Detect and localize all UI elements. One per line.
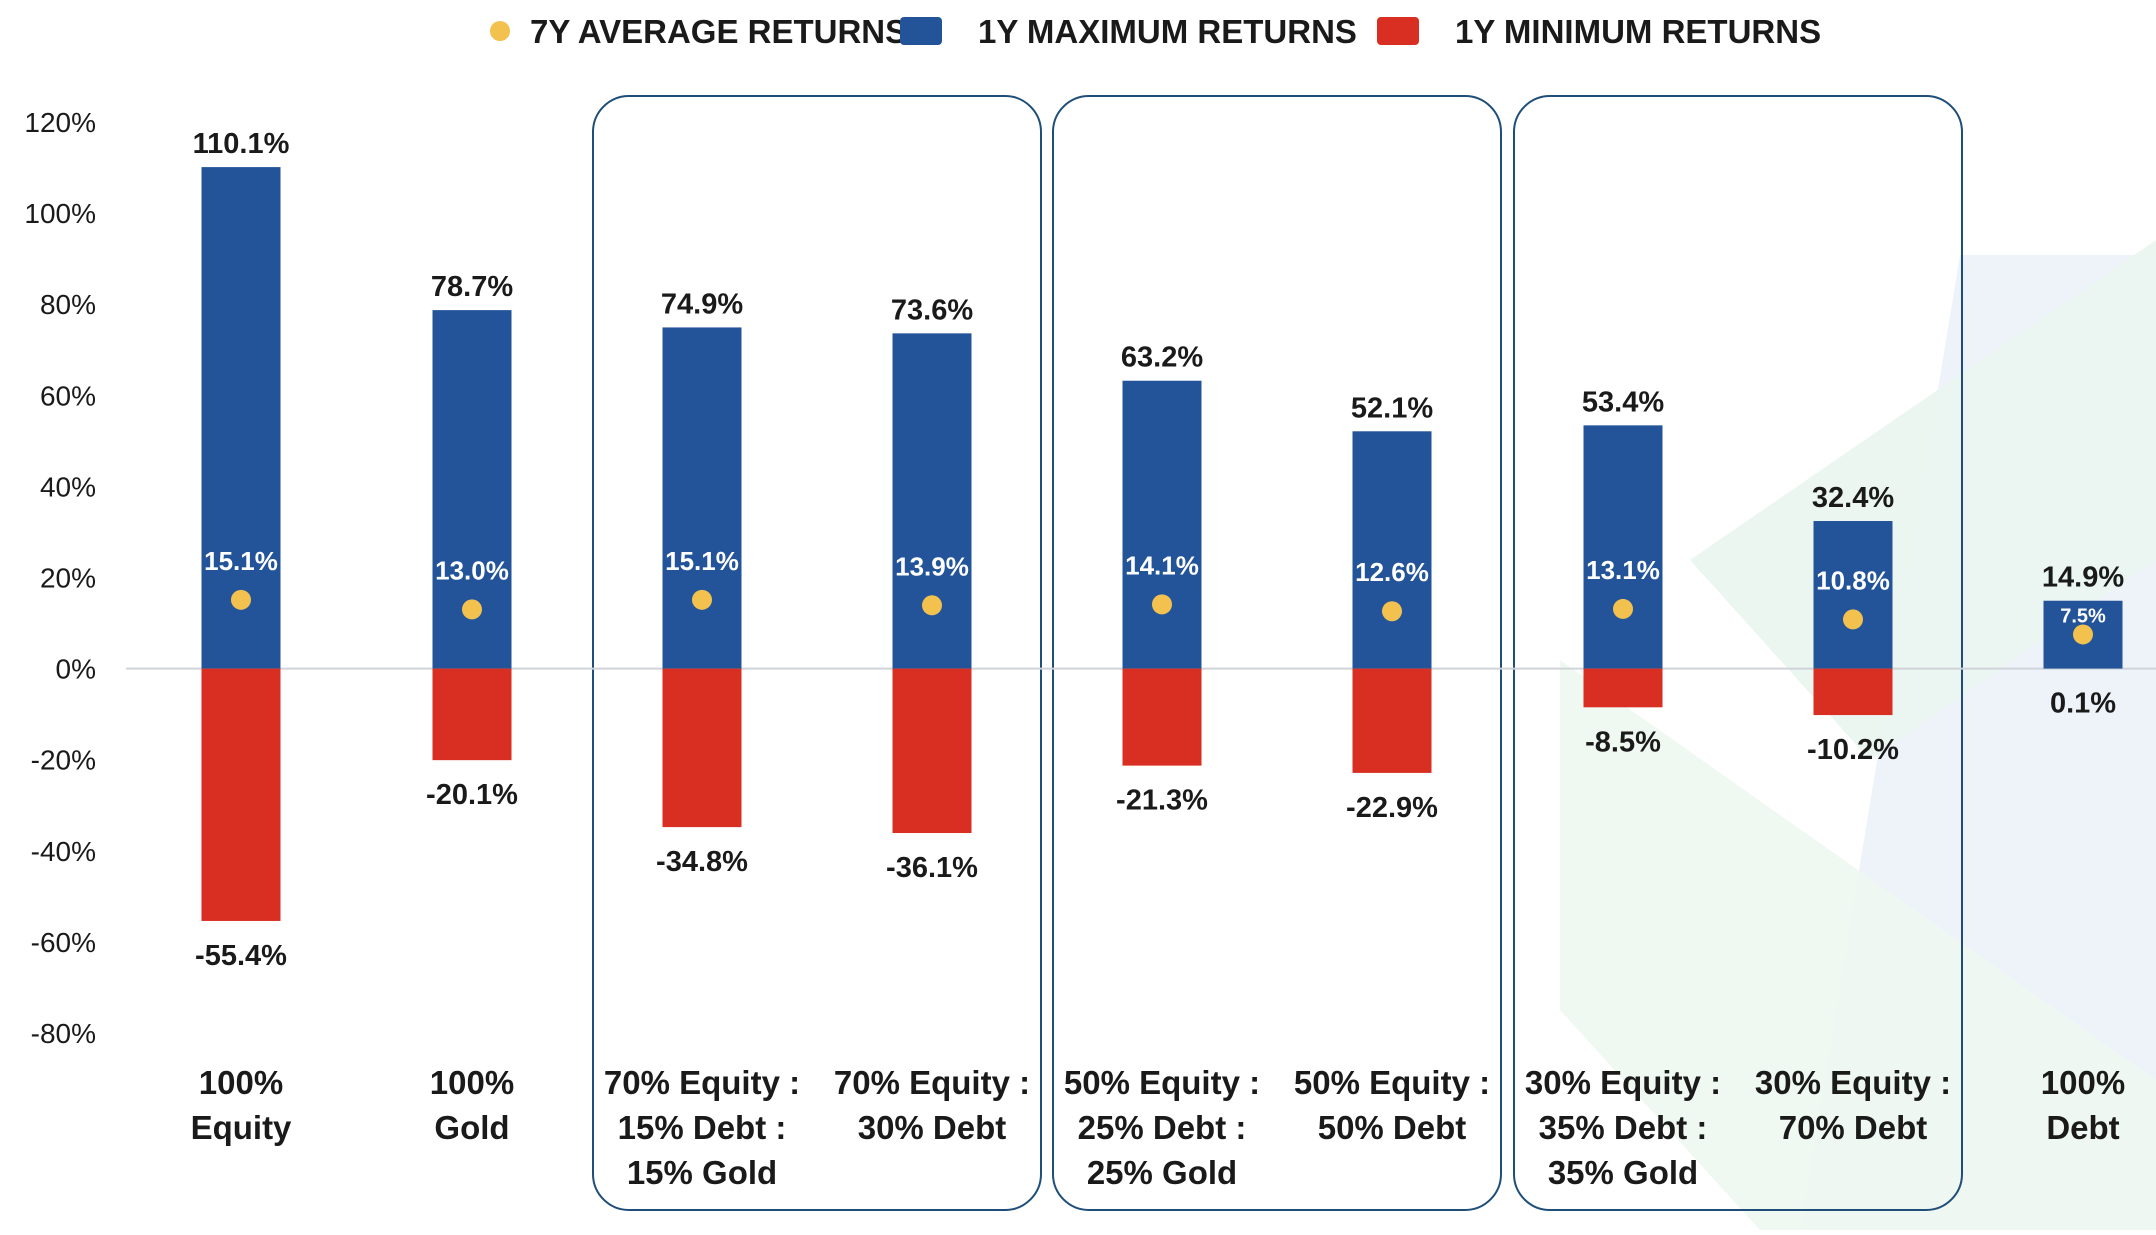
avg-value-label: 13.9% [895, 551, 969, 581]
min-value-label: -22.9% [1346, 792, 1438, 824]
category-label: 100% [430, 1064, 514, 1101]
avg-value-label: 13.1% [1586, 555, 1660, 585]
min-value-label: -55.4% [195, 940, 287, 972]
max-bar [1813, 521, 1893, 669]
max-value-label: 14.9% [2042, 562, 2124, 594]
max-value-label: 74.9% [661, 288, 743, 320]
y-tick-label: 60% [40, 380, 96, 411]
category-label: 100% [199, 1064, 283, 1101]
max-value-label: 73.6% [891, 294, 973, 326]
avg-dot [231, 589, 251, 610]
category-label: 15% Gold [627, 1154, 777, 1191]
max-bar [662, 327, 742, 669]
max-value-label: 110.1% [193, 128, 290, 160]
min-value-label: -10.2% [1807, 734, 1899, 766]
y-tick-label: 100% [24, 198, 96, 229]
category-label: 70% Equity : [834, 1064, 1030, 1101]
group-box [592, 95, 1042, 1211]
category-label: 70% Debt [1779, 1109, 1928, 1146]
category-label: Gold [434, 1109, 509, 1146]
category-label: 35% Gold [1548, 1154, 1698, 1191]
min-value-label: -8.5% [1585, 726, 1661, 758]
avg-dot [1843, 609, 1863, 630]
category-label: 30% Debt [858, 1109, 1007, 1146]
category-label: 100% [2041, 1064, 2125, 1101]
category-label: Equity [191, 1109, 292, 1146]
min-bar [201, 668, 281, 921]
legend-label: 1Y MINIMUM RETURNS [1455, 13, 1821, 50]
avg-value-label: 7.5% [2060, 605, 2106, 627]
y-tick-label: -40% [31, 836, 96, 867]
y-tick-label: -20% [31, 745, 96, 776]
max-bar [1352, 431, 1432, 669]
group-box [1513, 95, 1963, 1211]
min-value-label: -20.1% [426, 779, 518, 811]
y-tick-label: 20% [40, 563, 96, 594]
category-label: 25% Gold [1087, 1154, 1237, 1191]
min-bar [432, 668, 512, 761]
avg-dot [692, 589, 712, 610]
y-tick-label: 40% [40, 471, 96, 502]
legend-marker-dot [490, 21, 510, 41]
max-bar [1122, 380, 1202, 669]
y-tick-label: -60% [31, 927, 96, 958]
max-value-label: 63.2% [1121, 342, 1203, 374]
min-value-label: -36.1% [886, 852, 978, 884]
min-bar [892, 668, 972, 834]
max-bar [892, 333, 972, 669]
max-value-label: 52.1% [1351, 392, 1433, 424]
avg-dot [1382, 601, 1402, 622]
category-label: 50% Debt [1318, 1109, 1467, 1146]
avg-value-label: 15.1% [204, 546, 278, 576]
watermark-shape [1560, 660, 2156, 1230]
avg-dot [922, 595, 942, 616]
y-tick-label: 0% [56, 654, 96, 685]
min-value-label: -21.3% [1116, 785, 1208, 817]
category-label: 50% Equity : [1294, 1064, 1490, 1101]
y-tick-label: 120% [24, 107, 96, 138]
legend-label: 7Y AVERAGE RETURNS [530, 13, 907, 50]
legend-label: 1Y MAXIMUM RETURNS [978, 13, 1357, 50]
avg-value-label: 12.6% [1355, 557, 1429, 587]
min-bar [1813, 668, 1893, 716]
avg-dot [2073, 624, 2093, 645]
avg-dot [1613, 598, 1633, 619]
y-tick-label: 80% [40, 289, 96, 320]
min-bar [662, 668, 742, 828]
avg-value-label: 10.8% [1816, 565, 1890, 595]
legend-marker-square [900, 17, 942, 45]
max-value-label: 53.4% [1582, 386, 1664, 418]
category-label: 35% Debt : [1539, 1109, 1708, 1146]
avg-value-label: 13.0% [435, 555, 509, 585]
avg-dot [1152, 594, 1172, 615]
y-tick-label: -80% [31, 1018, 96, 1049]
avg-dot [462, 599, 482, 620]
category-label: Debt [2046, 1109, 2119, 1146]
watermark-shape [1690, 240, 2156, 760]
max-value-label: 78.7% [431, 271, 513, 303]
category-label: 30% Equity : [1525, 1064, 1721, 1101]
category-label: 50% Equity : [1064, 1064, 1260, 1101]
avg-value-label: 15.1% [665, 546, 739, 576]
min-bar [1583, 668, 1663, 708]
min-value-label: 0.1% [2050, 688, 2116, 720]
category-label: 70% Equity : [604, 1064, 800, 1101]
legend-marker-square [1377, 17, 1419, 45]
category-label: 25% Debt : [1078, 1109, 1247, 1146]
max-value-label: 32.4% [1812, 482, 1894, 514]
max-bar [201, 167, 281, 669]
avg-value-label: 14.1% [1125, 550, 1199, 580]
min-bar [1122, 668, 1202, 766]
category-label: 30% Equity : [1755, 1064, 1951, 1101]
min-value-label: -34.8% [656, 846, 748, 878]
category-label: 15% Debt : [618, 1109, 787, 1146]
min-bar [1352, 668, 1432, 773]
max-bar [1583, 425, 1663, 669]
group-box [1052, 95, 1502, 1211]
